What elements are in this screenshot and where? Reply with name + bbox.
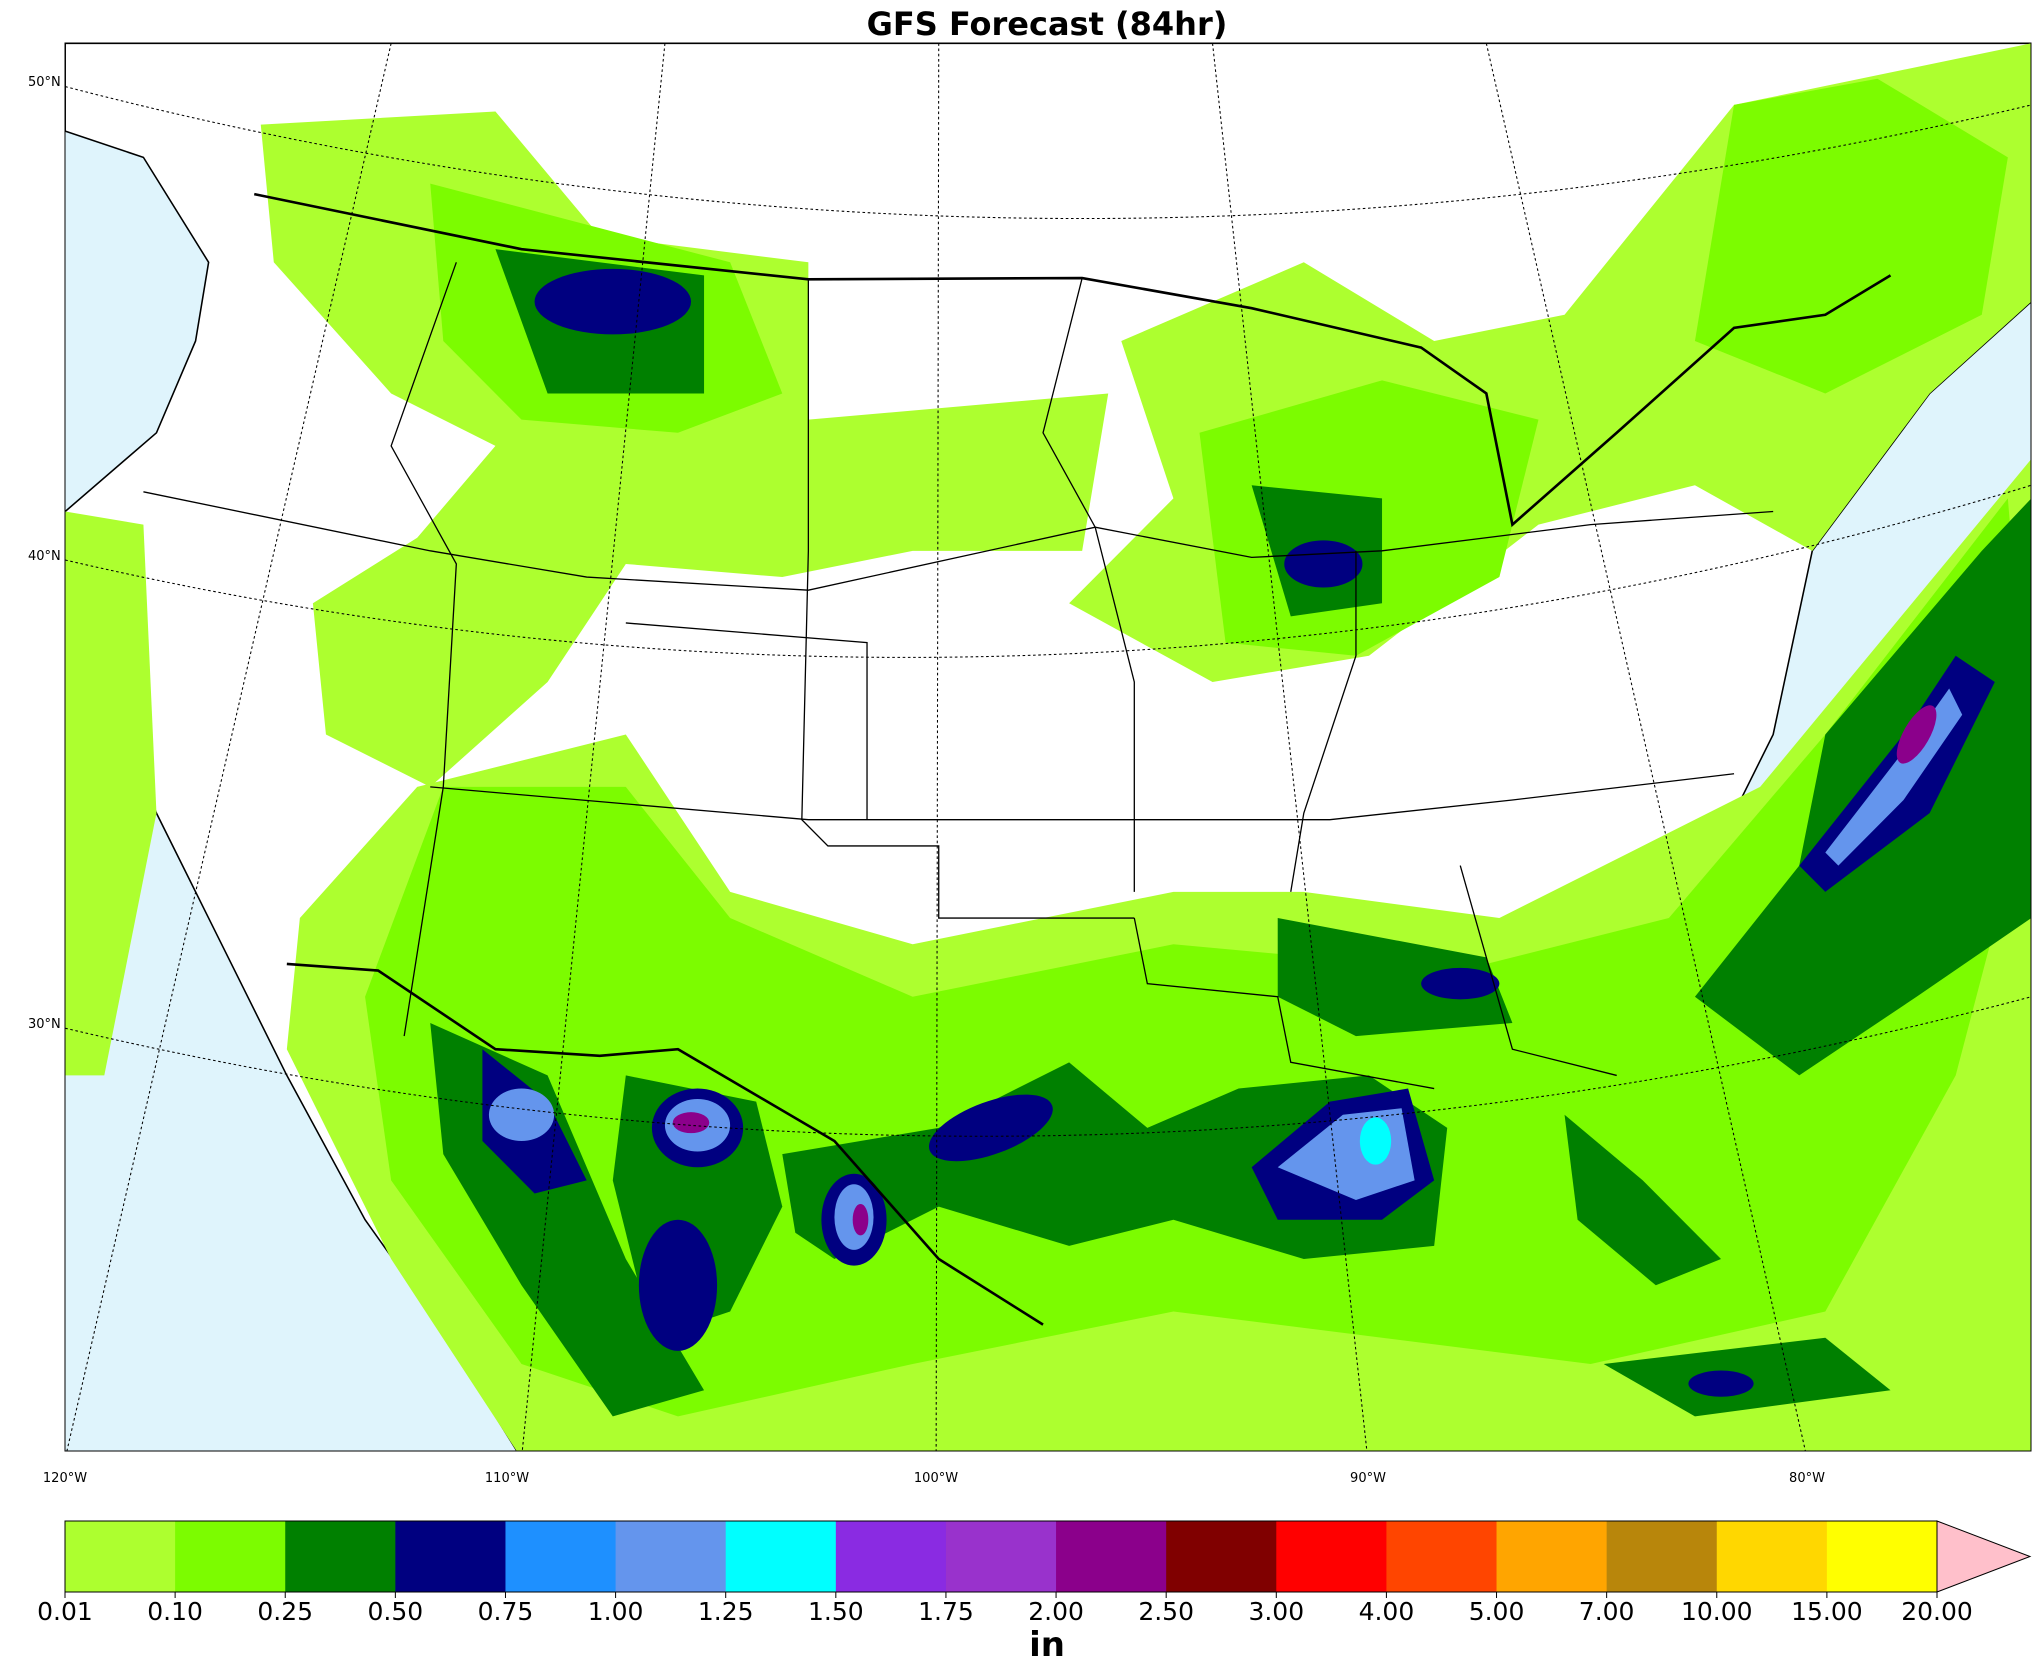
lon-label: 100°W (914, 1471, 958, 1486)
title: GFS Forecast (84hr) (867, 5, 1228, 43)
precip-peak (672, 705, 1937, 1236)
colorbar-tick-label: 2.00 (1028, 1597, 1084, 1626)
lon-label: 110°W (485, 1471, 529, 1486)
map (65, 43, 2031, 1451)
colorbar-swatch (835, 1521, 947, 1592)
colorbar-tick-label: 0.10 (147, 1597, 203, 1626)
colorbar-unit: in (1029, 1625, 1065, 1665)
colorbar-tick-label: 1.50 (808, 1597, 864, 1626)
colorbar-tick-label: 1.25 (698, 1597, 754, 1626)
colorbar-swatch (1276, 1521, 1387, 1592)
colorbar-tick-label: 5.00 (1469, 1597, 1525, 1626)
colorbar-swatch (725, 1521, 837, 1592)
lon-label: 120°W (43, 1471, 87, 1486)
colorbar-swatch (65, 1521, 176, 1592)
graticule (65, 43, 2031, 1451)
borders (253, 192, 1892, 1326)
states (143, 262, 1774, 1090)
colorbar-extend (1936, 1520, 2032, 1593)
colorbar-swatch (945, 1521, 1057, 1592)
colorbar-tick-label: 20.00 (1901, 1597, 1973, 1626)
colorbar-frame (64, 1520, 1938, 1593)
colorbar-swatch (285, 1521, 396, 1592)
colorbar-swatch (1496, 1521, 1608, 1592)
colorbar-swatch (1606, 1521, 1718, 1592)
colorbar-swatch (1386, 1521, 1498, 1592)
colorbar-tick-label: 10.00 (1681, 1597, 1753, 1626)
map-layer (65, 43, 2031, 1451)
colorbar-swatch (1166, 1521, 1277, 1592)
colorbar-tick-label: 4.00 (1359, 1597, 1415, 1626)
lon-label: 80°W (1789, 1471, 1825, 1486)
colorbar-tick-label: 1.75 (918, 1597, 974, 1626)
lat-label: 50°N (28, 75, 61, 90)
colorbar-tick-label: 0.25 (257, 1597, 313, 1626)
lon-label: 90°W (1350, 1471, 1386, 1486)
colorbar-tick-label: 2.50 (1138, 1597, 1194, 1626)
colorbar-swatch (395, 1521, 506, 1592)
colorbar-tick-label: 0.75 (478, 1597, 534, 1626)
colorbar-tick-label: 0.01 (37, 1597, 93, 1626)
colorbar: 0.01 0.10 0.25 0.50 0.75 1.00 1.25 1.50 1.75 2.00… (37, 1520, 2032, 1626)
colorbar-swatch (615, 1521, 727, 1592)
lat-label: 40°N (28, 549, 61, 564)
map-frame (64, 42, 2032, 1452)
colorbar-swatch (1826, 1521, 1938, 1592)
colorbar-swatch (1056, 1521, 1167, 1592)
colorbar-swatch (505, 1521, 617, 1592)
map-labels: 50°N 40°N 30°N 120°W 110°W 100°W 90°W 80°W (28, 75, 1825, 1486)
lat-label: 30°N (28, 1017, 61, 1032)
colorbar-tick-label: 1.00 (588, 1597, 644, 1626)
colorbar-tick-label: 3.00 (1248, 1597, 1304, 1626)
colorbar-swatch (1716, 1521, 1828, 1592)
colorbar-tick-label: 0.50 (368, 1597, 424, 1626)
colorbar-swatch (175, 1521, 286, 1592)
colorbar-tick-label: 15.00 (1791, 1597, 1863, 1626)
colorbar-tick-label: 7.00 (1579, 1597, 1635, 1626)
